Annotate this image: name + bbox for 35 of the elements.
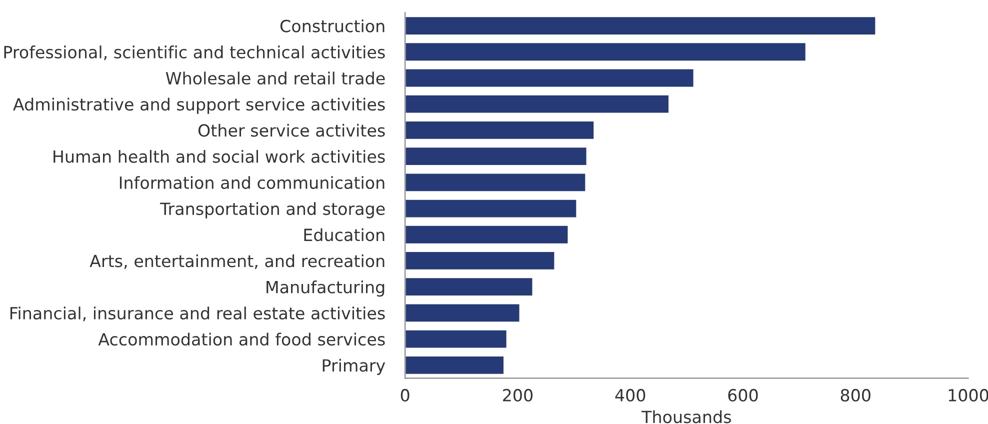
- y-tick-label: Human health and social work activities: [54, 150, 385, 163]
- y-tick-label: Professional, scientific and technical activities: [4, 46, 385, 60]
- y-tick-label: Wholesale and retail trade: [166, 72, 385, 85]
- bar: [405, 172, 587, 193]
- y-tick-label: Manufacturing: [266, 280, 384, 297]
- y-tick-label: Administrative and support service activities: [13, 98, 385, 114]
- y-tick-label: Construction: [280, 19, 384, 32]
- y-tick-label: Other service activites: [198, 124, 385, 137]
- bar: [405, 42, 807, 62]
- bar: [405, 120, 595, 140]
- x-tick-label: 200: [503, 388, 533, 402]
- x-tick-label: 400: [615, 388, 646, 402]
- bar: [405, 94, 670, 114]
- bar: [405, 328, 508, 350]
- x-tick-label: 600: [728, 388, 758, 402]
- bar: [405, 16, 877, 36]
- bar: [405, 250, 556, 271]
- y-tick-label: Education: [304, 228, 384, 242]
- y-tick-label: Primary: [322, 358, 386, 375]
- x-tick-label: 1000: [948, 388, 988, 402]
- y-tick-label: Arts, entertainment, and recreation: [90, 254, 384, 269]
- bar: [405, 68, 695, 88]
- y-tick-label: Information and communication: [120, 176, 384, 189]
- bar: [405, 198, 578, 219]
- x-tick-label: 0: [400, 388, 410, 402]
- bar: [405, 302, 521, 324]
- bar: [405, 355, 505, 376]
- x-axis-title: Thousands: [642, 410, 731, 424]
- bar: [405, 224, 570, 245]
- y-tick-label: Financial, insurance and real estate activities: [10, 306, 385, 322]
- bar: [405, 276, 534, 297]
- x-tick-label: 800: [840, 388, 870, 402]
- y-tick-label: Accommodation and food services: [98, 332, 385, 346]
- bar: [405, 146, 588, 166]
- y-tick-label: Transportation and storage: [160, 202, 385, 218]
